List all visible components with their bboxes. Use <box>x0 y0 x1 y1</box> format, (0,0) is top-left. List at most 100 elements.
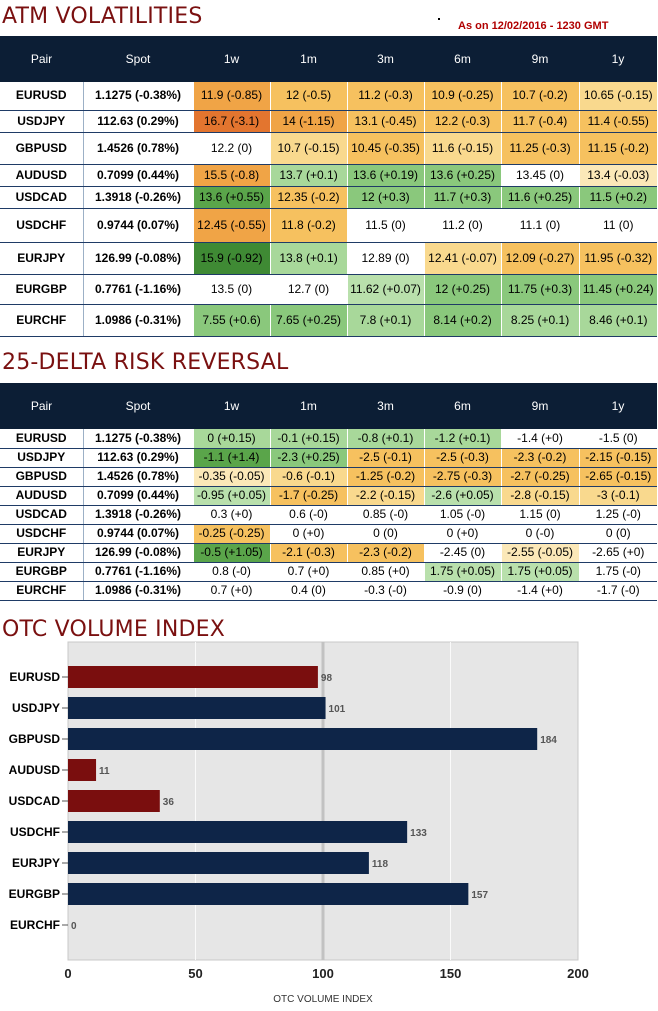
value-cell: 15.5 (-0.8) <box>192 164 270 187</box>
value-cell: 0 (+0.15) <box>192 429 270 449</box>
pair-cell: EURJPY <box>0 543 84 563</box>
category-label: GBPUSD <box>9 732 61 746</box>
category-label: USDCHF <box>10 825 60 839</box>
pair-cell: EURCHF <box>0 581 84 601</box>
column-header-1m: 1m <box>270 383 347 429</box>
bar-usdjpy <box>68 697 326 719</box>
value-cell: 12.89 (0) <box>346 242 424 275</box>
value-cell: 12.09 (-0.27) <box>500 242 579 275</box>
column-header-1m: 1m <box>270 36 347 82</box>
x-tick-label: 150 <box>440 966 462 981</box>
column-header-pair: Pair <box>0 36 83 82</box>
table-row: AUDUSD 0.7099 (0.44%) -0.95 (+0.05) -1.7 (-… <box>0 486 657 506</box>
spot-cell: 0.7761 (-1.16%) <box>83 274 193 305</box>
pair-cell: AUDUSD <box>0 164 84 187</box>
table-row: EURCHF 1.0986 (-0.31%) 0.7 (+0) 0.4 (0) -0.3… <box>0 581 657 601</box>
spot-cell: 0.7099 (0.44%) <box>83 164 193 187</box>
value-cell: 13.6 (+0.55) <box>192 186 270 209</box>
value-cell: 13.45 (0) <box>500 164 579 187</box>
bar-usdchf <box>68 821 408 843</box>
value-cell: 0.6 (-0) <box>269 505 347 525</box>
category-label: EURJPY <box>12 856 60 870</box>
value-cell: -0.3 (-0) <box>346 581 424 601</box>
pair-cell: EURUSD <box>0 82 84 111</box>
value-cell: 12.2 (-0.3) <box>423 110 501 133</box>
value-cell: 13.8 (+0.1) <box>269 242 347 275</box>
value-cell: -0.8 (+0.1) <box>346 429 424 449</box>
pair-cell: USDCAD <box>0 186 84 209</box>
value-cell: 11.25 (-0.3) <box>500 132 579 165</box>
value-cell: 12.41 (-0.07) <box>423 242 501 275</box>
data-label: 36 <box>163 797 175 808</box>
value-cell: 13.4 (-0.03) <box>578 164 657 187</box>
value-cell: 14 (-1.15) <box>269 110 347 133</box>
spot-cell: 1.1275 (-0.38%) <box>83 82 193 111</box>
value-cell: 1.25 (-0) <box>578 505 657 525</box>
category-label: EURUSD <box>9 670 60 684</box>
value-cell: -0.95 (+0.05) <box>192 486 270 506</box>
atm-title: ATM VOLATILITIES <box>2 4 203 29</box>
value-cell: 11.2 (0) <box>423 208 501 243</box>
spot-cell: 1.4526 (0.78%) <box>83 132 193 165</box>
value-cell: 15.9 (-0.92) <box>192 242 270 275</box>
value-cell: 0.3 (+0) <box>192 505 270 525</box>
data-label: 0 <box>71 921 77 932</box>
value-cell: -1.1 (+1.4) <box>192 448 270 468</box>
bar-eurusd <box>68 666 318 688</box>
pair-cell: EURGBP <box>0 274 84 305</box>
value-cell: -2.5 (-0.1) <box>346 448 424 468</box>
data-label: 98 <box>321 673 333 684</box>
bar-eurgbp <box>68 883 469 905</box>
x-tick-label: 50 <box>188 966 202 981</box>
pair-cell: EURJPY <box>0 242 84 275</box>
value-cell: -3 (-0.1) <box>578 486 657 506</box>
value-cell: 0 (0) <box>346 524 424 544</box>
spot-cell: 126.99 (-0.08%) <box>83 242 193 275</box>
value-cell: 0 (+0) <box>269 524 347 544</box>
value-cell: 11 (0) <box>578 208 657 243</box>
table-row: GBPUSD 1.4526 (0.78%) -0.35 (-0.05) -0.6 (-… <box>0 467 657 487</box>
spot-cell: 1.4526 (0.78%) <box>83 467 193 487</box>
table-row: EURUSD 1.1275 (-0.38%) 0 (+0.15) -0.1 (+0.1… <box>0 429 657 449</box>
value-cell: 7.8 (+0.1) <box>346 304 424 337</box>
category-label: EURGBP <box>9 887 60 901</box>
data-label: 101 <box>329 704 346 715</box>
spot-cell: 126.99 (-0.08%) <box>83 543 193 563</box>
data-label: 118 <box>372 859 389 870</box>
value-cell: -2.65 (+0) <box>578 543 657 563</box>
value-cell: 12 (-0.5) <box>269 82 347 111</box>
spot-cell: 1.1275 (-0.38%) <box>83 429 193 449</box>
value-cell: 0.85 (-0) <box>346 505 424 525</box>
atm-table: Pair Spot 1w 1m 3m 6m 9m 1y EURUSD 1.1275 (-0.38… <box>0 36 657 337</box>
table-row: USDCAD 1.3918 (-0.26%) 0.3 (+0) 0.6 (-0) 0.8… <box>0 505 657 525</box>
value-cell: 11.45 (+0.24) <box>578 274 657 305</box>
pair-cell: USDCHF <box>0 524 84 544</box>
value-cell: 0.85 (+0) <box>346 562 424 582</box>
value-cell: 11.62 (+0.07) <box>346 274 424 305</box>
table-row: EURGBP 0.7761 (-1.16%) 13.5 (0) 12.7 (0) 11.… <box>0 274 657 305</box>
value-cell: 12 (+0.25) <box>423 274 501 305</box>
column-header-spot: Spot <box>83 36 193 82</box>
value-cell: 12.2 (0) <box>192 132 270 165</box>
category-label: EURCHF <box>10 918 60 932</box>
value-cell: 10.7 (-0.15) <box>269 132 347 165</box>
value-cell: -0.9 (0) <box>423 581 501 601</box>
value-cell: 0.7 (+0) <box>192 581 270 601</box>
table-row: EURJPY 126.99 (-0.08%) 15.9 (-0.92) 13.8 (+… <box>0 242 657 275</box>
value-cell: 11.2 (-0.3) <box>346 82 424 111</box>
value-cell: -0.5 (+1.05) <box>192 543 270 563</box>
column-header-pair: Pair <box>0 383 83 429</box>
spot-cell: 1.0986 (-0.31%) <box>83 581 193 601</box>
value-cell: -1.7 (-0) <box>578 581 657 601</box>
value-cell: 8.14 (+0.2) <box>423 304 501 337</box>
pair-cell: USDCHF <box>0 208 84 243</box>
value-cell: 13.7 (+0.1) <box>269 164 347 187</box>
value-cell: 0.4 (0) <box>269 581 347 601</box>
spot-cell: 112.63 (0.29%) <box>83 110 193 133</box>
value-cell: 10.65 (-0.15) <box>578 82 657 111</box>
table-row: GBPUSD 1.4526 (0.78%) 12.2 (0) 10.7 (-0.15)… <box>0 132 657 165</box>
column-header-9m: 9m <box>501 383 579 429</box>
value-cell: 13.6 (+0.19) <box>346 164 424 187</box>
table-row: EURJPY 126.99 (-0.08%) -0.5 (+1.05) -2.1 (-… <box>0 543 657 563</box>
value-cell: 12.35 (-0.2) <box>269 186 347 209</box>
